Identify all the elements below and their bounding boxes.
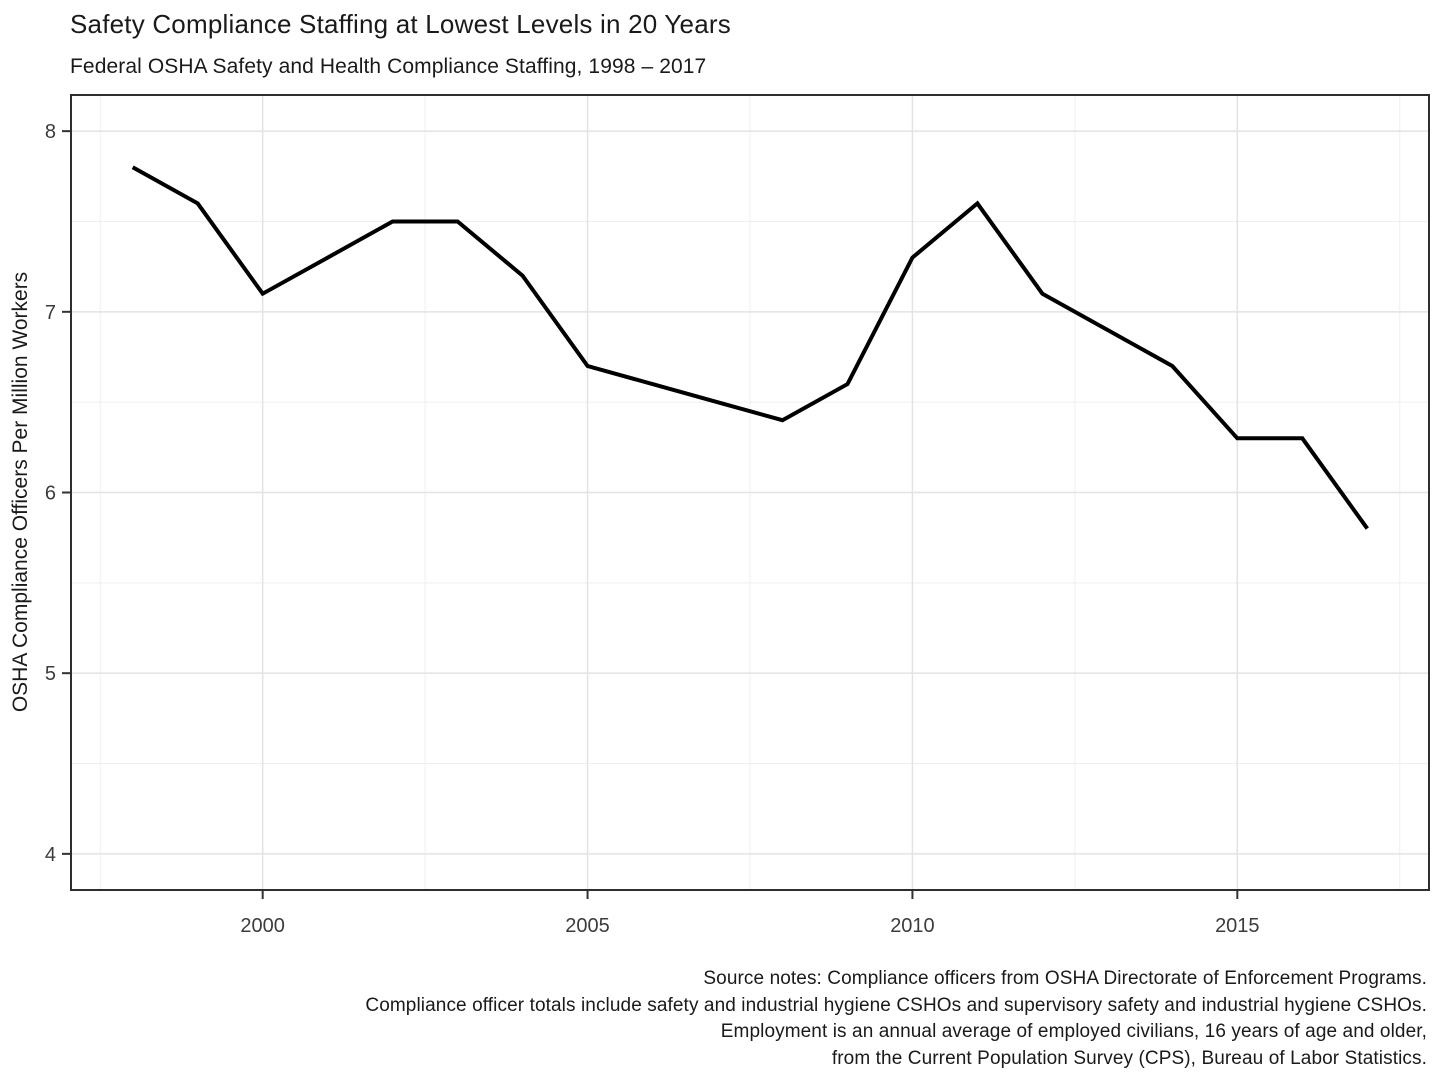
source-note-line: Employment is an annual average of emplo… <box>720 1021 1427 1042</box>
gridlines <box>71 95 1429 890</box>
source-note-line: Source notes: Compliance officers from O… <box>703 968 1427 989</box>
y-axis-title: OSHA Compliance Officers Per Million Wor… <box>9 272 32 712</box>
chart-title: Safety Compliance Staffing at Lowest Lev… <box>70 9 731 39</box>
x-tick-label: 2000 <box>240 915 285 937</box>
y-tick-label: 8 <box>45 121 56 143</box>
data-series <box>131 165 1369 530</box>
y-tick-label: 6 <box>45 483 56 505</box>
source-note-line: from the Current Population Survey (CPS)… <box>831 1047 1427 1069</box>
source-notes: Source notes: Compliance officers from O… <box>365 966 1427 1072</box>
x-tick-label: 2015 <box>1215 915 1260 937</box>
staffing-trend-line <box>131 165 1369 530</box>
chart-subtitle: Federal OSHA Safety and Health Complianc… <box>70 55 707 78</box>
axes: 2000 2005 2010 2015 4 5 6 7 8 <box>45 121 1260 937</box>
source-note-line: Compliance officer totals include safety… <box>365 994 1427 1016</box>
x-tick-label: 2005 <box>565 915 610 937</box>
y-tick-label: 5 <box>45 663 56 685</box>
y-tick-label: 4 <box>45 844 56 866</box>
panel-border <box>70 94 1430 891</box>
line-chart: 2000 2005 2010 2015 4 5 6 7 8 OSHA Compliance Of… <box>9 94 1430 937</box>
x-tick-label: 2010 <box>890 915 935 937</box>
y-tick-label: 7 <box>45 302 56 324</box>
